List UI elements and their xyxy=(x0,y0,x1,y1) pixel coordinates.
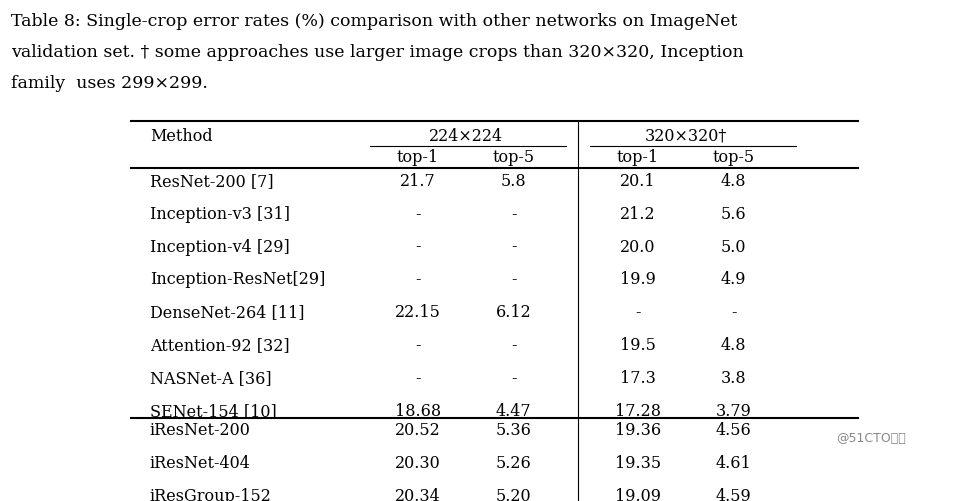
Text: 5.20: 5.20 xyxy=(495,487,531,501)
Text: 4.9: 4.9 xyxy=(721,271,747,288)
Text: ResNet-200 [7]: ResNet-200 [7] xyxy=(150,172,274,189)
Text: DenseNet-264 [11]: DenseNet-264 [11] xyxy=(150,304,304,321)
Text: 21.7: 21.7 xyxy=(400,172,436,189)
Text: top-1: top-1 xyxy=(617,149,659,166)
Text: 22.15: 22.15 xyxy=(395,304,441,321)
Text: iResNet-200: iResNet-200 xyxy=(150,421,251,438)
Text: -: - xyxy=(415,205,420,222)
Text: family  uses 299×299.: family uses 299×299. xyxy=(11,75,207,92)
Text: 18.68: 18.68 xyxy=(395,402,441,419)
Text: -: - xyxy=(731,304,736,321)
Text: 19.35: 19.35 xyxy=(614,454,661,471)
Text: Method: Method xyxy=(150,128,212,145)
Text: Inception-ResNet[29]: Inception-ResNet[29] xyxy=(150,271,325,288)
Text: 4.8: 4.8 xyxy=(721,337,747,354)
Text: top-1: top-1 xyxy=(396,149,439,166)
Text: -: - xyxy=(415,337,420,354)
Text: Inception-v4 [29]: Inception-v4 [29] xyxy=(150,238,290,255)
Text: -: - xyxy=(636,304,640,321)
Text: -: - xyxy=(511,337,516,354)
Text: 5.0: 5.0 xyxy=(721,238,747,255)
Text: 21.2: 21.2 xyxy=(620,205,656,222)
Text: 19.5: 19.5 xyxy=(620,337,656,354)
Text: 19.36: 19.36 xyxy=(614,421,661,438)
Text: 4.61: 4.61 xyxy=(716,454,752,471)
Text: iResNet-404: iResNet-404 xyxy=(150,454,251,471)
Text: NASNet-A [36]: NASNet-A [36] xyxy=(150,369,272,386)
Text: 5.8: 5.8 xyxy=(501,172,526,189)
Text: 4.56: 4.56 xyxy=(716,421,752,438)
Text: 20.52: 20.52 xyxy=(395,421,441,438)
Text: 5.6: 5.6 xyxy=(721,205,747,222)
Text: 5.26: 5.26 xyxy=(495,454,532,471)
Text: top-5: top-5 xyxy=(492,149,535,166)
Text: 19.09: 19.09 xyxy=(615,487,660,501)
Text: -: - xyxy=(511,271,516,288)
Text: 3.8: 3.8 xyxy=(721,369,747,386)
Text: -: - xyxy=(511,238,516,255)
Text: SENet-154 [10]: SENet-154 [10] xyxy=(150,402,276,419)
Text: 20.34: 20.34 xyxy=(395,487,441,501)
Text: 5.36: 5.36 xyxy=(495,421,532,438)
Text: 20.1: 20.1 xyxy=(620,172,656,189)
Text: -: - xyxy=(511,369,516,386)
Text: 17.28: 17.28 xyxy=(615,402,660,419)
Text: 4.8: 4.8 xyxy=(721,172,747,189)
Text: 224×224: 224×224 xyxy=(428,128,503,145)
Text: 6.12: 6.12 xyxy=(495,304,532,321)
Text: iResGroup-152: iResGroup-152 xyxy=(150,487,272,501)
Text: Table 8: Single-crop error rates (%) comparison with other networks on ImageNet: Table 8: Single-crop error rates (%) com… xyxy=(11,13,737,30)
Text: 17.3: 17.3 xyxy=(620,369,656,386)
Text: -: - xyxy=(511,205,516,222)
Text: 20.30: 20.30 xyxy=(395,454,441,471)
Text: -: - xyxy=(415,271,420,288)
Text: -: - xyxy=(415,238,420,255)
Text: 4.47: 4.47 xyxy=(495,402,531,419)
Text: Attention-92 [32]: Attention-92 [32] xyxy=(150,337,289,354)
Text: 320×320†: 320×320† xyxy=(644,128,727,145)
Text: 19.9: 19.9 xyxy=(620,271,656,288)
Text: 20.0: 20.0 xyxy=(620,238,656,255)
Text: -: - xyxy=(415,369,420,386)
Text: @51CTO博客: @51CTO博客 xyxy=(836,431,906,444)
Text: Inception-v3 [31]: Inception-v3 [31] xyxy=(150,205,290,222)
Text: top-5: top-5 xyxy=(712,149,755,166)
Text: 3.79: 3.79 xyxy=(716,402,752,419)
Text: 4.59: 4.59 xyxy=(716,487,752,501)
Text: validation set. † some approaches use larger image crops than 320×320, Inception: validation set. † some approaches use la… xyxy=(11,44,744,61)
